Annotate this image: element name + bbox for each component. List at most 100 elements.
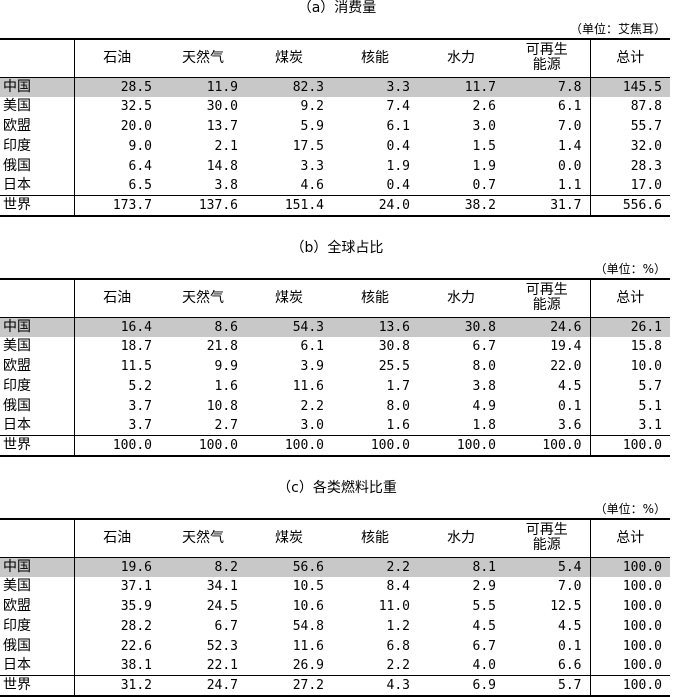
data-table: 石油 天然气 煤炭 核能 水力 可再生 能源 总计 中国 28.5 11.9 82.3 3.3 11.7 7… [0, 38, 670, 218]
value-cell: 10.0 [589, 356, 670, 377]
column-header: 煤炭 [246, 278, 332, 318]
value-cell: 19.4 [550, 339, 582, 355]
table-row: 印度 28.2 6.7 54.8 1.2 4.5 4.5 100.0 [0, 616, 670, 637]
value-cell: 173.7 [74, 195, 160, 218]
row-label: 印度 [0, 616, 75, 637]
row-label: 中国 [0, 317, 75, 337]
value-cell: 5.4 [504, 557, 590, 577]
value-cell: 7.4 [386, 99, 410, 115]
row-label: 美国 [0, 96, 75, 117]
value-cell: 25.5 [378, 358, 410, 374]
unit-label: （单位：艾焦耳） [569, 22, 666, 36]
value-cell: 28.5 [74, 77, 160, 97]
value-cell: 32.5 [120, 99, 152, 115]
value-cell: 11.5 [120, 358, 152, 374]
value-cell: 54.3 [246, 317, 332, 337]
value-cell: 11.0 [378, 598, 410, 614]
table-row: 印度 9.0 2.1 17.5 0.4 1.5 1.4 32.0 [0, 136, 670, 157]
value-cell: 5.1 [589, 396, 670, 416]
value-cell: 3.7 [128, 418, 152, 434]
value-cell: 145.5 [589, 77, 670, 97]
data-table: 石油 天然气 煤炭 核能 水力 可再生 能源 总计 中国 19.6 8.2 56.6 2.2 8.1 5.4… [0, 518, 670, 697]
column-header: 天然气 [160, 38, 246, 78]
header-row: 石油 天然气 煤炭 核能 水力 可再生 能源 总计 [0, 518, 670, 558]
value-cell: 3.8 [214, 178, 238, 194]
table-row: 印度 5.2 1.6 11.6 1.7 3.8 4.5 5.7 [0, 376, 670, 397]
value-cell: 52.3 [206, 638, 238, 654]
value-cell: 8.4 [386, 579, 410, 595]
value-cell: 0.4 [386, 138, 410, 154]
table-title: （a）消费量 [297, 0, 377, 16]
value-cell: 7.8 [504, 77, 590, 97]
table-row: 俄国 6.4 14.8 3.3 1.9 1.9 0.0 28.3 [0, 156, 670, 176]
value-cell: 8.1 [418, 557, 504, 577]
value-cell: 30.8 [418, 317, 504, 337]
row-label: 印度 [0, 376, 75, 397]
value-cell: 2.6 [472, 99, 496, 115]
row-label: 印度 [0, 136, 75, 157]
value-cell: 4.0 [472, 658, 496, 674]
value-cell: 18.7 [120, 339, 152, 355]
row-label: 俄国 [0, 396, 75, 416]
value-cell: 3.9 [300, 358, 324, 374]
column-header: 石油 [74, 518, 160, 558]
column-header: 核能 [332, 518, 418, 558]
value-cell: 8.0 [472, 358, 496, 374]
value-cell: 9.0 [128, 138, 152, 154]
column-header: 可再生 能源 [504, 38, 590, 78]
table-row: 世界 100.0 100.0 100.0 100.0 100.0 100.0 100.0 [0, 435, 670, 458]
column-header: 水力 [418, 518, 504, 558]
value-cell: 55.7 [589, 116, 670, 137]
value-cell: 1.4 [558, 138, 582, 154]
value-cell: 0.0 [558, 158, 582, 174]
value-cell: 556.6 [589, 195, 670, 218]
column-header: 可再生 能源 [504, 518, 590, 558]
column-header: 总计 [589, 278, 670, 318]
value-cell: 100.0 [589, 616, 670, 637]
row-label: 世界 [0, 675, 75, 697]
table-row: 欧盟 11.5 9.9 3.9 25.5 8.0 22.0 10.0 [0, 356, 670, 377]
table-title: （b）全球占比 [290, 240, 384, 256]
value-cell: 22.1 [206, 658, 238, 674]
value-cell: 5.2 [128, 378, 152, 394]
value-cell: 8.6 [160, 317, 246, 337]
value-cell: 15.8 [589, 336, 670, 357]
value-cell: 9.9 [214, 358, 238, 374]
row-label: 世界 [0, 435, 75, 458]
value-cell: 0.1 [558, 398, 582, 414]
value-cell: 1.5 [472, 138, 496, 154]
value-cell: 0.1 [558, 638, 582, 654]
value-cell: 4.6 [300, 178, 324, 194]
value-cell: 6.8 [386, 638, 410, 654]
value-cell: 6.1 [386, 118, 410, 134]
header-row: 石油 天然气 煤炭 核能 水力 可再生 能源 总计 [0, 278, 670, 318]
data-table: 石油 天然气 煤炭 核能 水力 可再生 能源 总计 中国 16.4 8.6 54.3 13.6 30.8 2… [0, 278, 670, 458]
value-cell: 7.0 [558, 579, 582, 595]
value-cell: 24.6 [504, 317, 590, 337]
value-cell: 12.5 [550, 598, 582, 614]
table-row: 欧盟 20.0 13.7 5.9 6.1 3.0 7.0 55.7 [0, 116, 670, 137]
table-row: 俄国 22.6 52.3 11.6 6.8 6.7 0.1 100.0 [0, 636, 670, 656]
table-row: 日本 3.7 2.7 3.0 1.6 1.8 3.6 3.1 [0, 415, 670, 436]
value-cell: 4.9 [472, 398, 496, 414]
value-cell: 19.6 [74, 557, 160, 577]
value-cell: 100.0 [589, 576, 670, 597]
value-cell: 16.4 [74, 317, 160, 337]
value-cell: 2.2 [332, 557, 418, 577]
value-cell: 28.3 [589, 156, 670, 176]
value-cell: 54.8 [292, 618, 324, 634]
value-cell: 11.9 [160, 77, 246, 97]
value-cell: 27.2 [246, 675, 332, 697]
column-header: 石油 [74, 278, 160, 318]
value-cell: 6.7 [472, 638, 496, 654]
value-cell: 3.3 [332, 77, 418, 97]
row-label: 欧盟 [0, 116, 75, 137]
value-cell: 4.5 [558, 618, 582, 634]
column-header: 天然气 [160, 278, 246, 318]
table-row: 欧盟 35.9 24.5 10.6 11.0 5.5 12.5 100.0 [0, 596, 670, 617]
value-cell: 31.7 [504, 195, 590, 218]
value-cell: 11.6 [292, 638, 324, 654]
table-row: 美国 37.1 34.1 10.5 8.4 2.9 7.0 100.0 [0, 576, 670, 597]
column-header: 石油 [74, 38, 160, 78]
table-title: （c）各类燃料比重 [277, 480, 397, 496]
